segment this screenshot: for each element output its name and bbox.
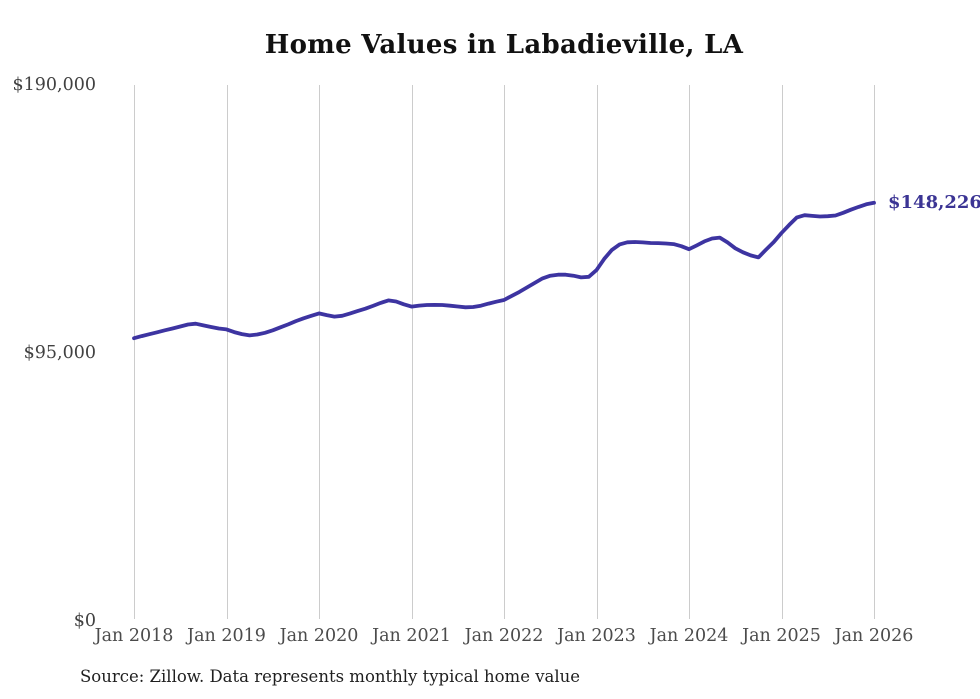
x-tick-label: Jan 2018 [94,626,174,646]
x-tick-label: Jan 2019 [187,626,266,646]
x-tick-label: Jan 2024 [649,626,729,646]
chart-title: Home Values in Labadieville, LA [264,30,744,60]
x-tick-label: Jan 2023 [557,626,636,646]
x-tick-label: Jan 2021 [372,626,451,646]
y-tick-label: $95,000 [23,343,96,363]
home-value-line [132,200,876,341]
latest-value-label: $148,226 [888,191,980,213]
x-tick-label: Jan 2020 [279,626,359,646]
y-tick-label: $0 [73,611,96,631]
y-tick-label: $190,000 [12,75,96,95]
x-tick-label: Jan 2026 [834,626,914,646]
year-gridlines [134,85,875,619]
x-tick-label: Jan 2025 [742,626,821,646]
x-tick-label: Jan 2022 [464,626,544,646]
source-note: Source: Zillow. Data represents monthly … [80,667,581,686]
